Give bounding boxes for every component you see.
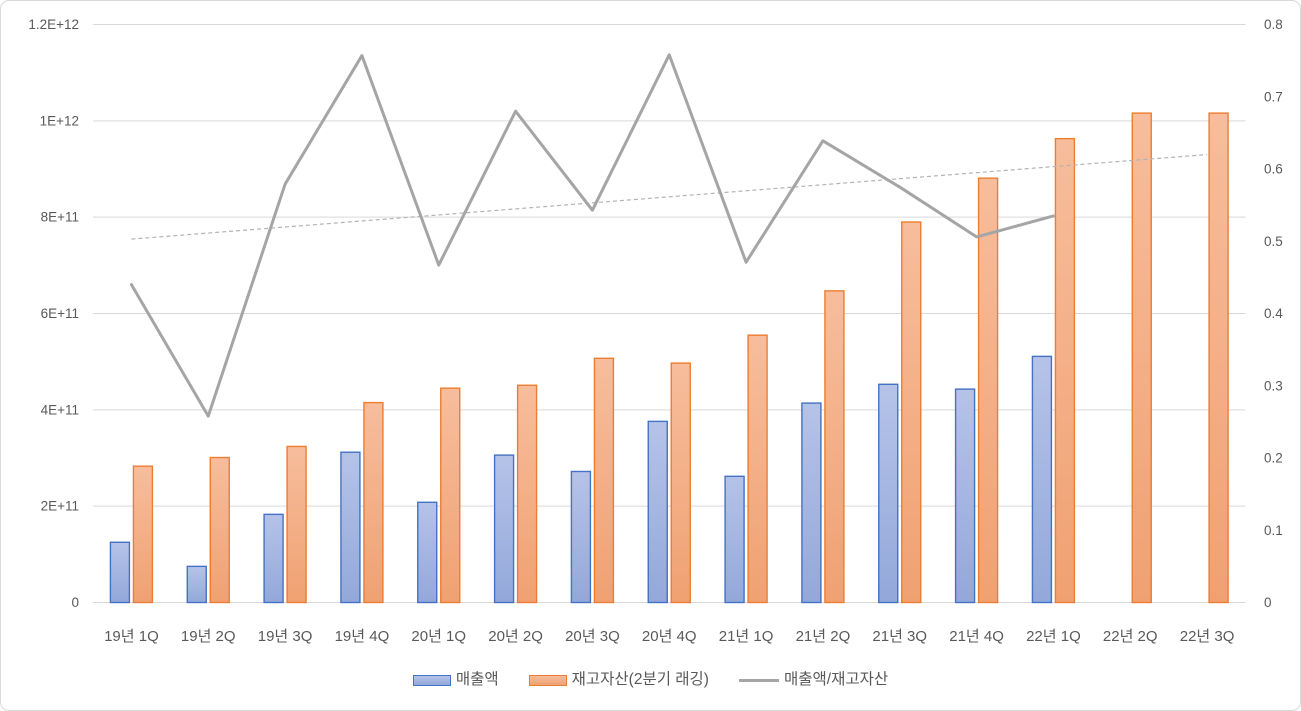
legend-label-ratio: 매출액/재고자산: [783, 671, 889, 689]
inventory-bar[interactable]: [593, 357, 615, 604]
right-axis-tick-label: 0.1: [1264, 523, 1283, 538]
x-axis-label: 19년 4Q: [335, 628, 390, 645]
gridlines: [93, 24, 1246, 603]
right-axis-tick-label: 0.2: [1264, 451, 1283, 466]
inventory-bar-swatch: [528, 674, 567, 686]
ratio-line-swatch: [738, 678, 779, 682]
right-axis-tick-label: 0.3: [1264, 378, 1283, 393]
sales-bar[interactable]: [878, 383, 899, 604]
legend-item-sales[interactable]: 매출액: [412, 671, 499, 689]
chart-legend: 매출액 재고자산(2분기 래깅) 매출액/재고자산: [1, 665, 1300, 695]
inventory-bar[interactable]: [1208, 112, 1229, 604]
inventory-bar[interactable]: [440, 387, 461, 604]
x-axis-label: 21년 3Q: [872, 628, 927, 645]
x-axis-labels: 19년 1Q 19년 2Q 19년 3Q 19년 4Q 20년 1Q 20년 2Q 20년 …: [104, 628, 1234, 645]
sales-bar[interactable]: [493, 454, 515, 604]
x-axis-label: 22년 2Q: [1103, 628, 1158, 645]
ratio-line[interactable]: [129, 53, 1055, 418]
sales-bar[interactable]: [186, 565, 207, 604]
legend-item-ratio[interactable]: 매출액/재고자산: [738, 671, 889, 689]
series-inventory-bars[interactable]: [132, 112, 1229, 604]
inventory-bar[interactable]: [670, 362, 691, 604]
x-axis-label: 19년 1Q: [104, 628, 159, 645]
inventory-bar[interactable]: [1131, 112, 1152, 604]
left-axis-tick-label: 8E+11: [41, 210, 79, 225]
left-axis-tick-label: 1E+12: [40, 113, 79, 128]
x-axis-label: 21년 1Q: [719, 628, 774, 645]
sales-bar[interactable]: [954, 388, 976, 604]
left-axis-tick-label: 6E+11: [41, 306, 79, 321]
left-axis-tick-label: 2E+11: [41, 499, 79, 514]
sales-bar-swatch: [412, 674, 451, 686]
inventory-bar[interactable]: [1054, 137, 1076, 604]
x-axis-label: 20년 4Q: [642, 628, 697, 645]
inventory-bar[interactable]: [747, 334, 768, 604]
inventory-bar[interactable]: [824, 290, 845, 604]
ratio-trendline[interactable]: [131, 153, 1208, 240]
right-axis-tick-label: 0.5: [1264, 234, 1283, 249]
x-axis-label: 21년 4Q: [949, 628, 1004, 645]
legend-label-inventory: 재고자산(2분기 래깅): [571, 671, 709, 689]
sales-bar[interactable]: [1031, 355, 1053, 604]
left-axis-tick-labels: 0 2E+11 4E+11 6E+11 8E+11 1E+12 1.2E+12: [28, 17, 79, 610]
x-axis-label: 21년 2Q: [796, 628, 851, 645]
inventory-bar[interactable]: [363, 401, 384, 604]
inventory-bar[interactable]: [901, 221, 922, 604]
left-axis-tick-label: 0: [71, 595, 79, 610]
legend-label-sales: 매출액: [455, 671, 499, 689]
inventory-bar[interactable]: [977, 177, 999, 604]
x-axis-label: 20년 2Q: [488, 628, 543, 645]
right-axis-tick-label: 0.4: [1264, 306, 1283, 321]
sales-bar[interactable]: [417, 501, 438, 604]
right-axis-tick-label: 0.6: [1264, 162, 1283, 177]
sales-bar[interactable]: [647, 420, 668, 604]
right-axis-tick-label: 0: [1264, 595, 1272, 610]
inventory-bar[interactable]: [286, 445, 307, 604]
legend-item-inventory[interactable]: 재고자산(2분기 래깅): [528, 671, 709, 689]
x-axis-label: 22년 3Q: [1180, 628, 1235, 645]
sales-bar[interactable]: [109, 541, 131, 604]
sales-bar[interactable]: [801, 402, 822, 604]
sales-bar[interactable]: [263, 513, 284, 604]
right-axis-tick-label: 0.8: [1264, 17, 1283, 32]
right-axis-tick-label: 0.7: [1264, 89, 1283, 104]
inventory-bar[interactable]: [132, 465, 154, 604]
sales-bar[interactable]: [724, 475, 745, 604]
left-axis-tick-label: 4E+11: [41, 402, 79, 417]
left-axis-tick-label: 1.2E+12: [28, 17, 79, 32]
inventory-bar[interactable]: [516, 384, 538, 604]
series-sales-bars[interactable]: [109, 355, 1053, 604]
sales-bar[interactable]: [340, 451, 361, 604]
x-axis-label: 19년 3Q: [258, 628, 313, 645]
x-axis-label: 19년 2Q: [181, 628, 236, 645]
inventory-bar[interactable]: [209, 456, 230, 604]
x-axis-label: 20년 3Q: [565, 628, 620, 645]
sales-bar[interactable]: [570, 470, 592, 604]
x-axis-label: 22년 1Q: [1026, 628, 1081, 645]
x-axis-label: 20년 1Q: [411, 628, 466, 645]
right-axis-tick-labels: 0 0.1 0.2 0.3 0.4 0.5 0.6 0.7 0.8: [1264, 17, 1283, 610]
